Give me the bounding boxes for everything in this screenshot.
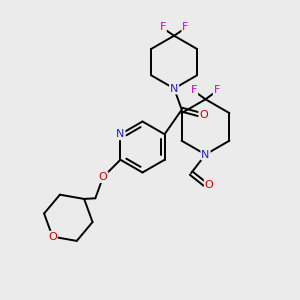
Text: O: O — [48, 232, 57, 242]
Text: N: N — [201, 149, 210, 160]
Text: O: O — [99, 172, 107, 182]
Text: N: N — [116, 129, 124, 139]
Text: F: F — [160, 22, 166, 32]
Text: N: N — [170, 83, 178, 94]
Text: O: O — [205, 179, 214, 190]
Text: F: F — [182, 22, 189, 32]
Text: F: F — [214, 85, 220, 95]
Text: O: O — [199, 110, 208, 120]
Text: F: F — [191, 85, 197, 95]
